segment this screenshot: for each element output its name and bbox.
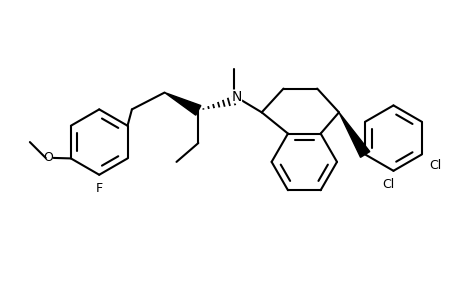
Text: F: F: [95, 182, 102, 195]
Text: O: O: [43, 152, 52, 164]
Polygon shape: [338, 112, 369, 157]
Text: Cl: Cl: [429, 159, 441, 172]
Text: N: N: [231, 89, 241, 103]
Polygon shape: [164, 92, 201, 115]
Text: Cl: Cl: [381, 178, 394, 191]
